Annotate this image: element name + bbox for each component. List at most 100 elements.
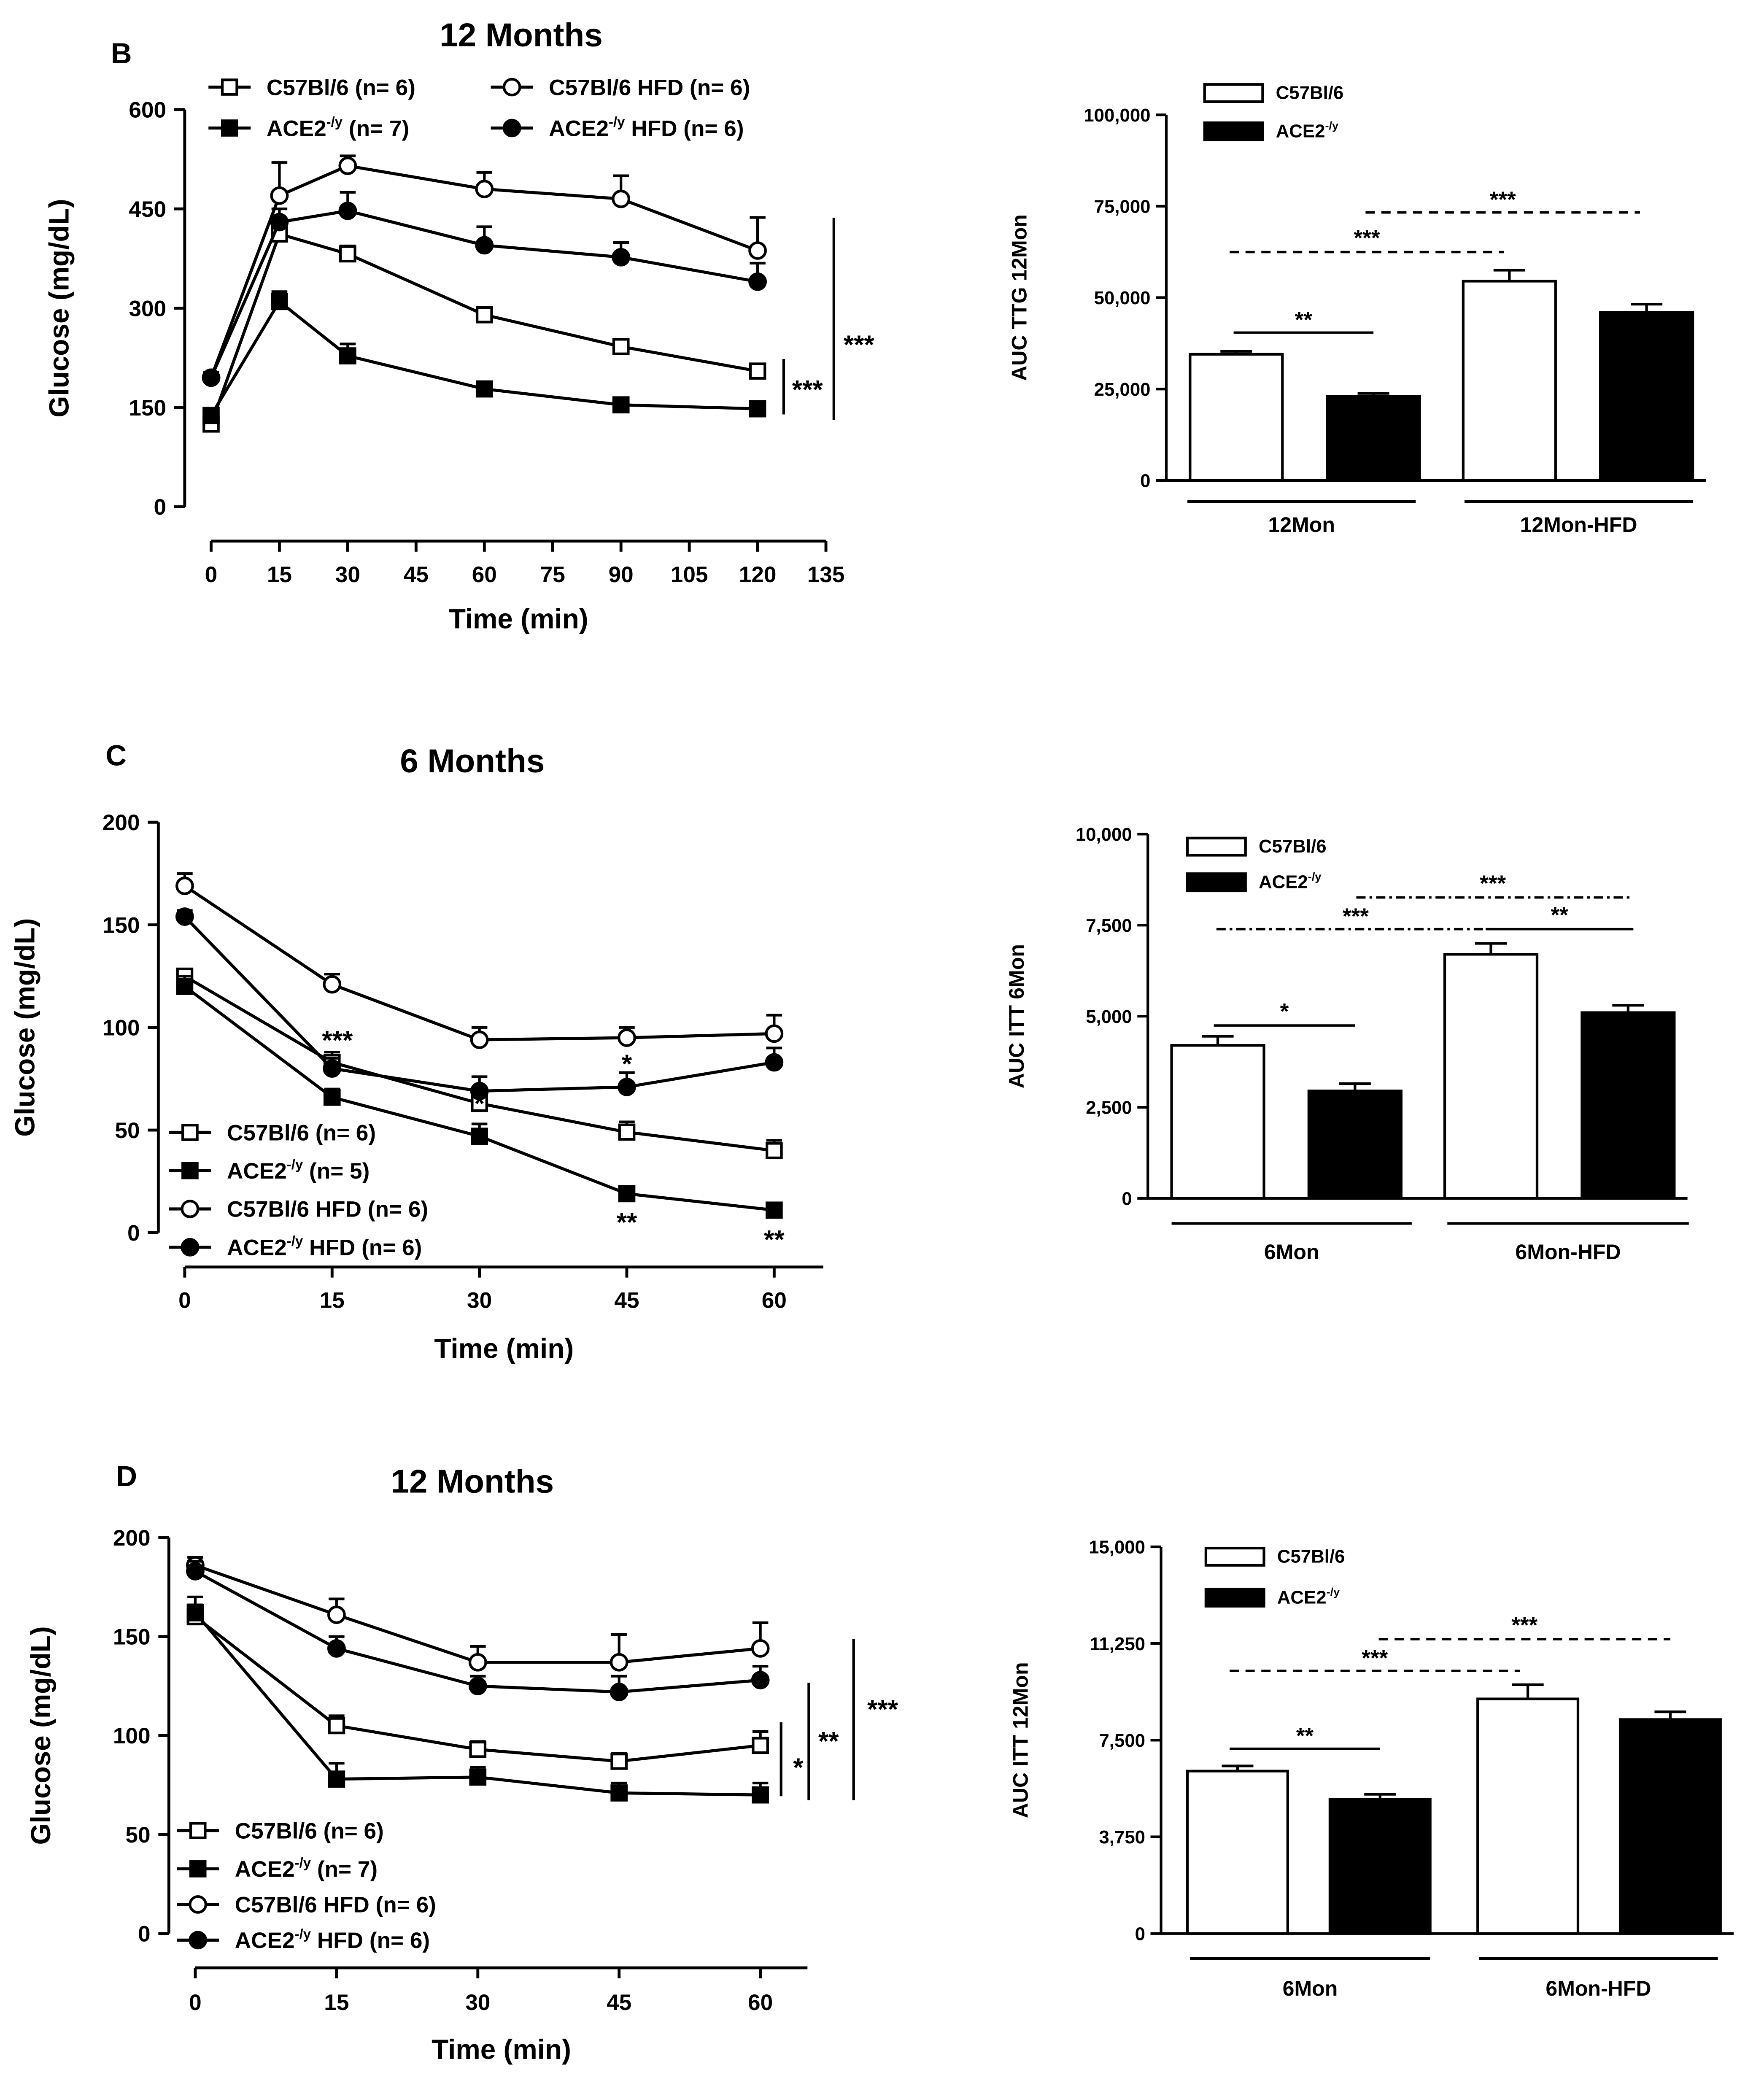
data-point: [175, 907, 194, 926]
data-point: [469, 1740, 487, 1758]
bar: [1618, 1718, 1722, 1935]
y-tick-label: 2,500: [1086, 1098, 1132, 1118]
chart-title: 12 Months: [440, 16, 603, 53]
group-label: 12Mon-HFD: [1520, 513, 1637, 537]
legend-entry: ACE2-/y HFD (n= 6): [227, 1233, 422, 1260]
data-point: [339, 245, 356, 263]
group-label: 6Mon: [1283, 1977, 1338, 2000]
legend-entry: ACE2-/y (n= 7): [267, 114, 409, 141]
significance-label: **: [617, 1208, 637, 1237]
data-point: [618, 1123, 636, 1141]
bar: [1186, 1770, 1289, 1935]
legend-marker: [181, 1124, 199, 1141]
legend-entry: C57Bl/6 HFD (n= 6): [549, 75, 750, 100]
y-tick-label: 5,000: [1086, 1006, 1132, 1027]
x-tick-label: 30: [465, 1990, 490, 2015]
data-point: [327, 1639, 346, 1658]
y-axis-label: AUC TTG 12Mon: [1008, 214, 1031, 381]
x-tick-label: 30: [467, 1288, 492, 1313]
x-tick-label: 0: [189, 1990, 202, 2015]
data-point: [202, 368, 221, 387]
significance-label: ***: [792, 375, 823, 405]
y-tick-label: 50: [115, 1118, 140, 1143]
data-point: [271, 293, 288, 310]
data-point: [469, 1768, 487, 1786]
data-point: [612, 396, 630, 414]
bar: [1307, 1090, 1403, 1200]
line-chart-B-line: B 12 Months 0 150 300 450 600 0 15 30 45 60 75 90 105 1…: [44, 16, 875, 634]
data-point: [475, 306, 493, 324]
data-point: [471, 1128, 488, 1145]
legend-entry: ACE2-/y: [1259, 870, 1321, 892]
significance-label: **: [1551, 903, 1568, 928]
data-point: [468, 1653, 487, 1672]
data-point: [338, 156, 357, 175]
legend: C57Bl/6 ACE2-/y: [1203, 83, 1343, 141]
legend-marker: [502, 119, 521, 138]
chart-title: 6 Months: [400, 742, 545, 779]
data-point: [749, 362, 766, 380]
y-tick-label: 10,000: [1076, 824, 1132, 845]
legend-entry: ACE2-/y HFD (n= 6): [549, 114, 744, 141]
legend-entry: C57Bl/6 (n= 6): [267, 75, 415, 100]
significance-label: **: [764, 1225, 785, 1254]
significance-label: ***: [1343, 904, 1369, 929]
data-point: [766, 1142, 783, 1160]
data-point: [748, 272, 767, 291]
y-tick-label: 600: [129, 97, 166, 122]
y-axis-label: Glucose (mg/dL): [25, 1626, 56, 1845]
bar: [1462, 280, 1557, 482]
x-tick-label: 60: [762, 1288, 787, 1313]
legend-swatch: [1186, 836, 1247, 857]
data-point: [202, 407, 220, 424]
y-tick-label: 300: [129, 296, 166, 321]
panel-label: C: [105, 739, 127, 772]
group-label: 6Mon-HFD: [1546, 1977, 1651, 2000]
legend-entry: ACE2-/y HFD (n= 6): [235, 1926, 430, 1953]
y-tick-label: 100,000: [1084, 105, 1150, 126]
x-tick-label: 60: [472, 562, 497, 587]
y-tick-label: 15,000: [1089, 1537, 1145, 1558]
series-2: [175, 872, 784, 1049]
data-point: [328, 1770, 345, 1788]
x-tick-label: 120: [739, 562, 777, 587]
legend-entry: C57Bl/6: [1259, 836, 1327, 857]
x-tick-label: 45: [404, 562, 429, 587]
data-point: [270, 186, 289, 205]
legend: C57Bl/6 (n= 6) ACE2-/y (n= 7) C57Bl/6 HFD …: [208, 75, 750, 141]
data-point: [176, 978, 194, 995]
bar: [1476, 1697, 1580, 1935]
y-tick-label: 50,000: [1094, 288, 1151, 308]
legend-swatch: [1204, 1546, 1265, 1567]
bar: [1581, 1011, 1676, 1200]
significance-label: **: [818, 1727, 839, 1756]
data-point: [612, 189, 631, 208]
bar: [1599, 311, 1694, 482]
bar-chart-D-bar: 0 3,750 7,500 11,250 15,000 AUC ITT 12Mon 6Mon…: [1009, 1537, 1734, 2000]
group-label: 12Mon: [1268, 513, 1335, 537]
x-tick-label: 30: [335, 562, 360, 587]
group-label: 6Mon: [1264, 1240, 1319, 1264]
legend-entry: ACE2-/y (n= 7): [235, 1855, 378, 1882]
legend-marker: [181, 1238, 200, 1257]
significance-label: ***: [1480, 871, 1506, 896]
y-tick-label: 0: [1140, 471, 1150, 491]
data-point: [612, 338, 630, 355]
legend-marker: [189, 1895, 208, 1914]
x-tick-label: 0: [205, 562, 218, 587]
data-point: [618, 1077, 636, 1096]
legend: C57Bl/6 ACE2-/y: [1186, 836, 1327, 893]
x-axis-label: Time (min): [434, 1333, 574, 1364]
y-tick-label: 11,250: [1090, 1634, 1145, 1654]
y-tick-label: 200: [113, 1526, 151, 1551]
legend-entry: C57Bl/6 HFD (n= 6): [235, 1893, 436, 1918]
significance-label: **: [1296, 1724, 1314, 1748]
y-tick-label: 150: [113, 1624, 151, 1649]
legend-marker: [221, 119, 238, 137]
bar: [1189, 353, 1284, 482]
y-axis-label: Glucose (mg/dL): [9, 918, 40, 1137]
series-line: [210, 232, 758, 425]
y-tick-label: 100: [102, 1016, 140, 1041]
series-3: [202, 191, 767, 387]
